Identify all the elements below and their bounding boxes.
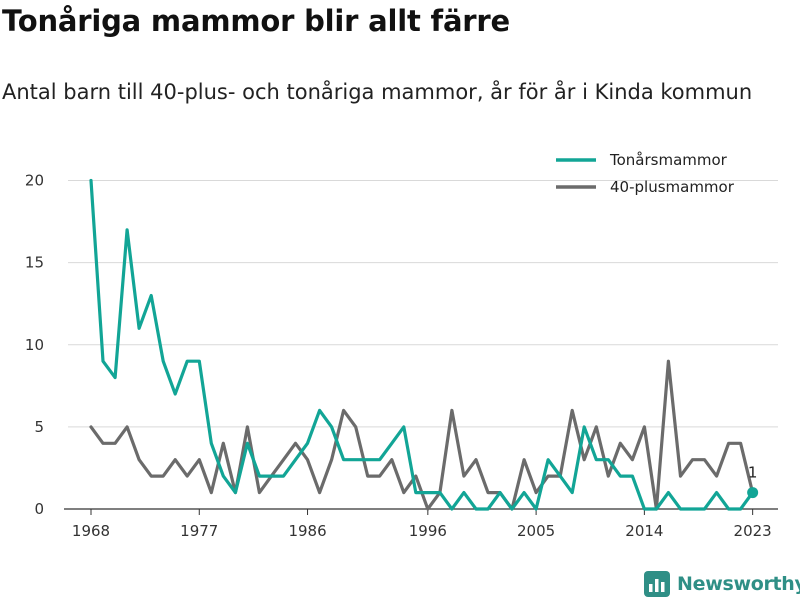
- y-tick-label: 5: [34, 418, 44, 436]
- x-tick-label: 1977: [180, 522, 218, 540]
- series-line-40-plusmammor: [89, 359, 755, 511]
- x-tick-label: 1968: [72, 522, 110, 540]
- x-tick-label: 2014: [625, 522, 663, 540]
- x-axis: 1968 1977 1986 1996 2005 2014 2023: [64, 508, 778, 540]
- y-tick-label: 20: [25, 172, 44, 190]
- y-axis-labels: 0 5 10 15 20: [25, 172, 44, 519]
- x-tick-label: 1986: [288, 522, 326, 540]
- legend-label: 40-plusmammor: [610, 178, 735, 196]
- newsworthy-logo-icon: [644, 571, 670, 597]
- x-tick-label: 1996: [409, 522, 447, 540]
- legend-label: Tonårsmammor: [609, 151, 728, 169]
- gridlines: [68, 180, 778, 428]
- y-tick-label: 0: [34, 500, 44, 518]
- x-tick-label: 2005: [517, 522, 555, 540]
- last-point-marker: [747, 487, 759, 499]
- legend: Tonårsmammor 40-plusmammor: [556, 151, 735, 196]
- y-tick-label: 10: [25, 336, 44, 354]
- chart-title: Tonåriga mammor blir allt färre: [2, 4, 510, 38]
- brand-name: Newsworthy: [677, 573, 800, 595]
- last-point-label: 1: [748, 464, 758, 482]
- brand-logo: Newsworthy: [644, 570, 800, 598]
- series-lines: 1: [89, 178, 759, 511]
- series-line-tonarsmammor: [89, 178, 755, 511]
- x-tick-label: 2023: [734, 522, 772, 540]
- chart-subtitle: Antal barn till 40-plus- och tonåriga ma…: [2, 80, 753, 104]
- y-tick-label: 15: [25, 254, 44, 272]
